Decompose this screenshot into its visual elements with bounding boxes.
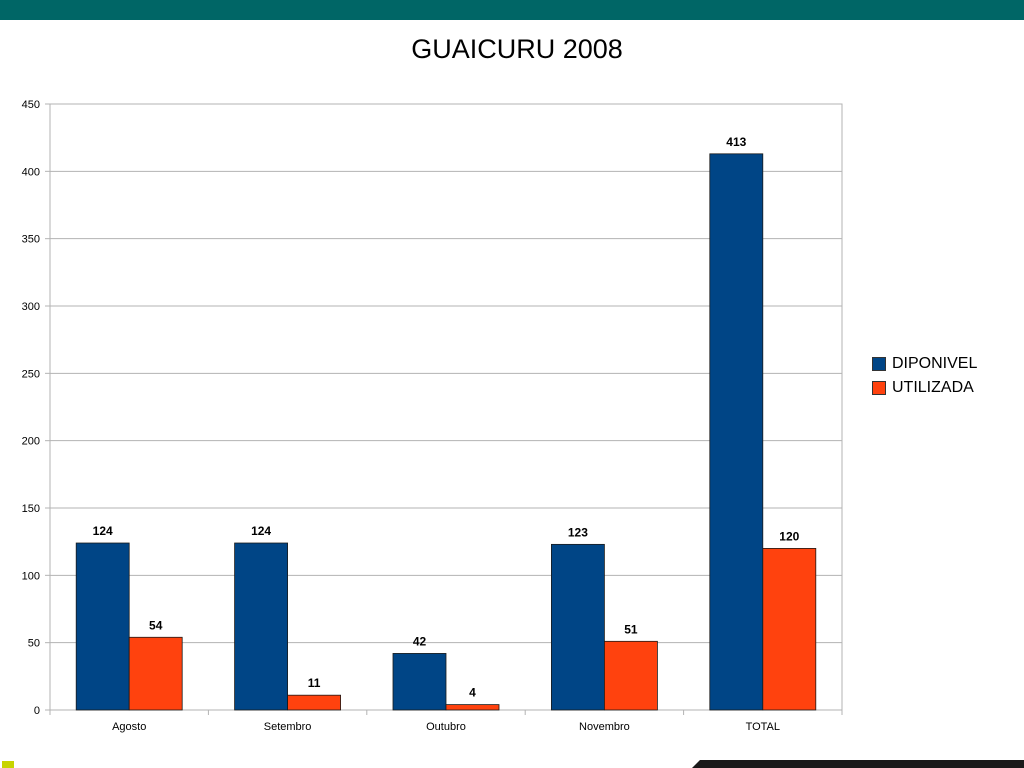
legend-swatch-diponivel [872, 357, 886, 371]
bar-utilizada [604, 640, 658, 711]
legend-item-utilizada: UTILIZADA [872, 376, 977, 400]
legend-label-diponivel: DIPONIVEL [892, 355, 978, 372]
data-label: 124 [93, 524, 113, 538]
x-tick-label: Agosto [112, 721, 146, 733]
data-label: 413 [726, 135, 746, 149]
y-tick-label: 0 [34, 705, 40, 717]
bar-utilizada [445, 704, 500, 711]
data-label: 54 [149, 618, 163, 632]
top-banner-bar [0, 0, 1024, 20]
y-tick-label: 250 [22, 368, 40, 380]
y-tick-label: 100 [22, 570, 40, 582]
legend-label-utilizada: UTILIZADA [892, 379, 974, 396]
bar-diponivel [234, 542, 289, 711]
chart-legend: DIPONIVEL UTILIZADA [872, 352, 977, 400]
data-label: 11 [308, 676, 321, 690]
corner-accent-mark [2, 761, 14, 768]
bar-utilizada [762, 548, 817, 711]
legend-swatch-utilizada [872, 381, 886, 395]
bar-utilizada [287, 694, 342, 711]
bottom-decoration [692, 760, 1024, 768]
data-label: 124 [251, 524, 271, 538]
y-tick-label: 200 [22, 436, 40, 448]
x-tick-label: Novembro [579, 721, 630, 733]
data-label: 51 [624, 622, 638, 636]
data-label: 4 [469, 686, 476, 700]
legend-item-diponivel: DIPONIVEL [872, 352, 977, 376]
bar-utilizada [128, 636, 183, 711]
data-label: 42 [413, 634, 427, 648]
data-label: 120 [779, 529, 799, 543]
x-tick-label: TOTAL [746, 721, 780, 733]
chart-title: GUAICURU 2008 [411, 34, 623, 64]
y-tick-label: 150 [22, 503, 40, 515]
x-tick-label: Outubro [426, 721, 466, 733]
bar-diponivel [709, 153, 764, 711]
y-tick-label: 400 [22, 166, 40, 178]
bar-diponivel [75, 542, 130, 711]
bar-diponivel [551, 543, 605, 711]
y-tick-label: 300 [22, 301, 40, 313]
x-tick-label: Setembro [264, 721, 312, 733]
y-tick-label: 350 [22, 234, 40, 246]
y-tick-label: 450 [22, 99, 40, 111]
bar-diponivel [392, 653, 447, 711]
y-tick-label: 50 [28, 638, 40, 650]
data-label: 123 [568, 525, 588, 539]
